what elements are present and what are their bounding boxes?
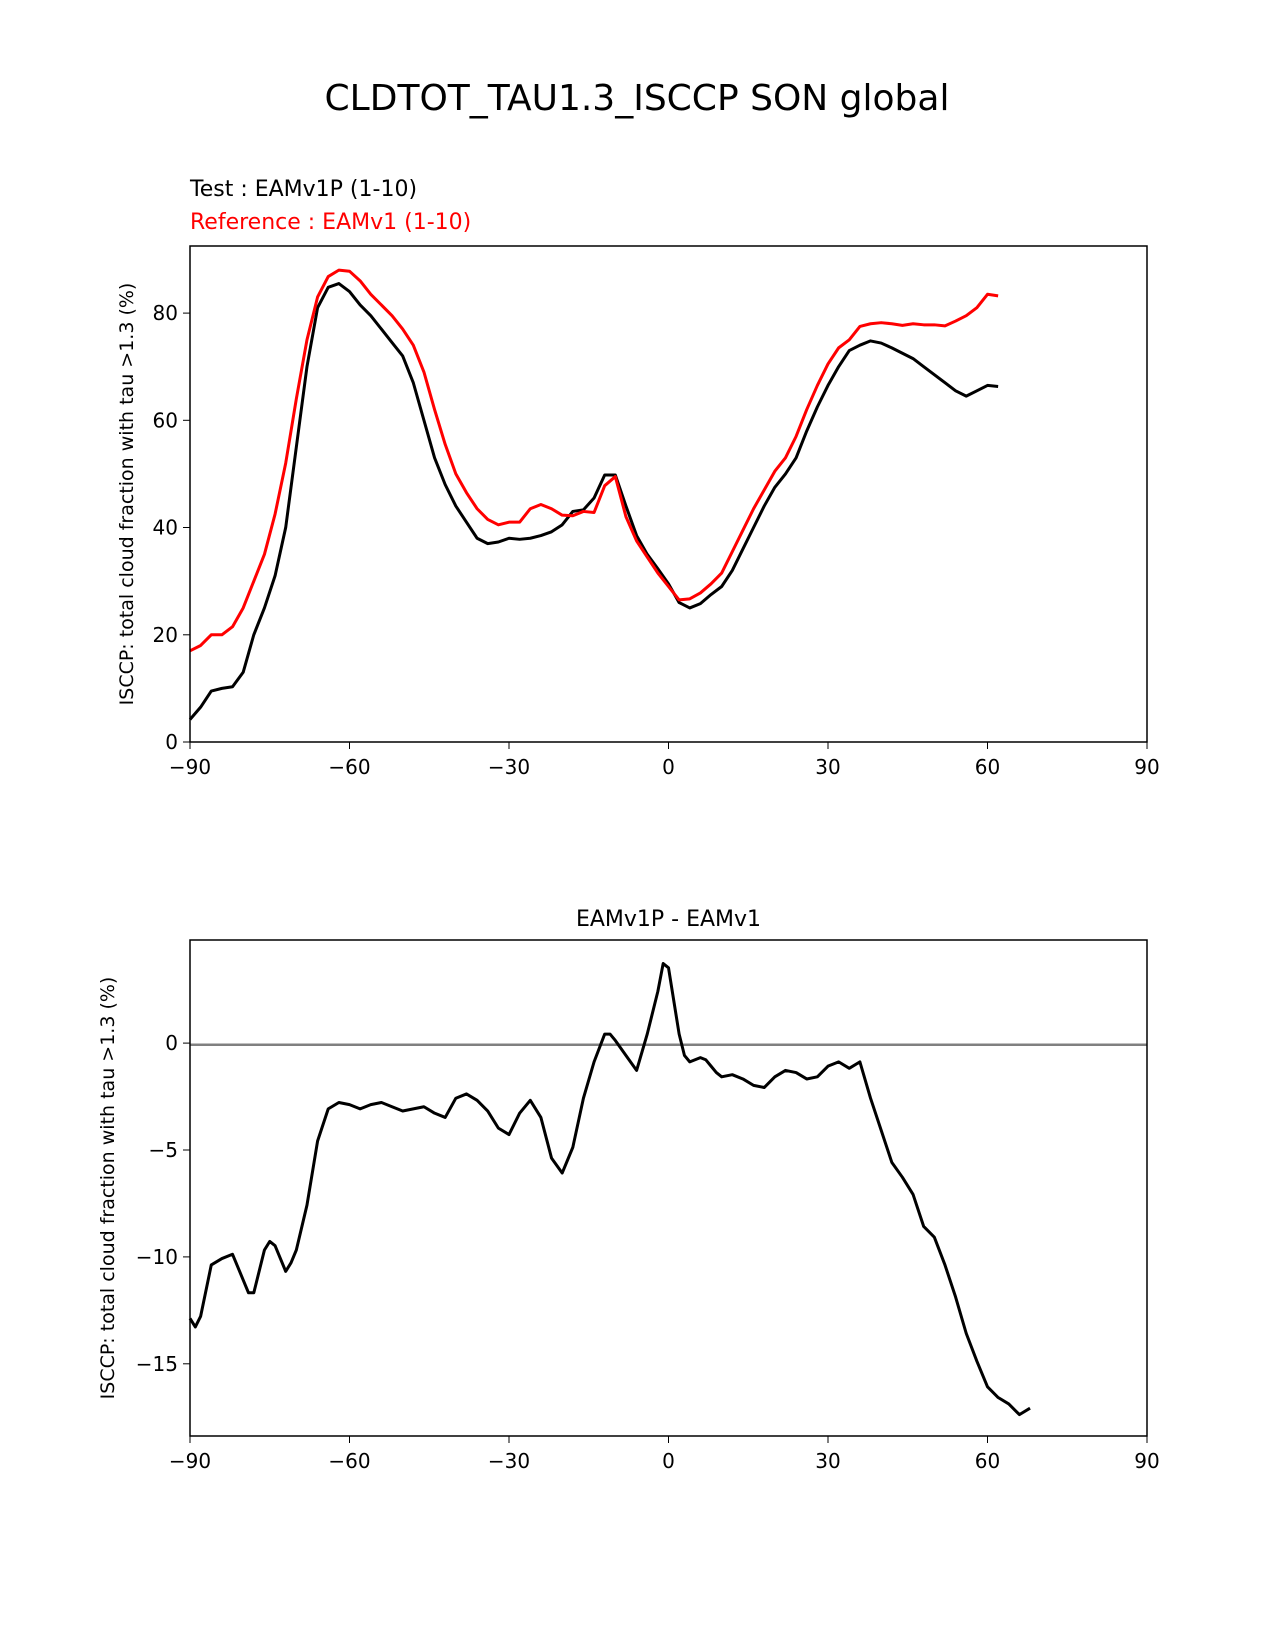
bottom-xtick: 90: [1134, 1436, 1160, 1473]
bottom-xtick-label: 60: [975, 1449, 1000, 1473]
figure-title: CLDTOT_TAU1.3_ISCCP SON global: [325, 78, 950, 119]
top-xtick-label: 90: [1134, 755, 1159, 779]
bottom-xtick: −30: [488, 1436, 530, 1473]
top-ytick: 80: [153, 301, 190, 325]
top-ytick-label: 80: [153, 301, 178, 325]
top-xtick: −30: [488, 742, 530, 779]
difference-series-line: [188, 962, 1031, 1417]
top-ytick: 20: [153, 623, 190, 647]
bottom-xtick-label: −60: [328, 1449, 370, 1473]
bottom-xtick-label: 0: [662, 1449, 675, 1473]
test-series-line: [188, 282, 999, 721]
top-xtick-label: 0: [662, 755, 675, 779]
top-plot-area: [188, 268, 999, 721]
bottom-xtick: 0: [662, 1436, 675, 1473]
bottom-ytick-label: −5: [149, 1138, 178, 1162]
test-label: Test : EAMv1P (1-10): [189, 177, 417, 202]
top-xtick: −90: [169, 742, 211, 779]
top-ytick-label: 20: [153, 623, 178, 647]
top-y-axis-label: ISCCP: total cloud fraction with tau >1.…: [116, 283, 138, 706]
bottom-x-axis: −90 −60 −30 0 30 60: [169, 1436, 1160, 1473]
top-xtick-label: −30: [488, 755, 530, 779]
top-xtick: 90: [1134, 742, 1160, 779]
top-xtick-label: −60: [328, 755, 370, 779]
bottom-xtick: −60: [328, 1436, 371, 1473]
bottom-xtick: 30: [815, 1436, 841, 1473]
bottom-y-axis-label: ISCCP: total cloud fraction with tau >1.…: [97, 977, 119, 1400]
top-xtick-label: −90: [169, 755, 211, 779]
bottom-ytick-label: 0: [165, 1031, 178, 1055]
bottom-ytick-label: −15: [136, 1352, 178, 1376]
top-ytick: 40: [153, 516, 190, 540]
reference-series-line: [189, 268, 999, 653]
bottom-ytick: −5: [149, 1138, 190, 1162]
reference-label: Reference : EAMv1 (1-10): [190, 210, 471, 235]
top-xtick-label: 30: [815, 755, 840, 779]
top-y-axis: 0 20 40 60 80: [153, 301, 190, 754]
top-xtick: −60: [328, 742, 371, 779]
bottom-xtick-label: 30: [815, 1449, 840, 1473]
top-axes-frame: [189, 245, 1148, 743]
top-ytick: 0: [165, 730, 190, 754]
top-ytick-label: 0: [165, 730, 178, 754]
top-panel: Test : EAMv1P (1-10) Reference : EAMv1 (…: [116, 177, 1160, 779]
bottom-xtick: 60: [975, 1436, 1000, 1473]
top-x-axis: −90 −60 −30 0 30 60: [169, 742, 1160, 779]
top-xtick: 0: [662, 742, 675, 779]
bottom-xtick: −90: [169, 1436, 211, 1473]
top-ytick-label: 60: [153, 408, 178, 432]
bottom-ytick: −15: [136, 1352, 190, 1376]
bottom-ytick: −10: [136, 1245, 190, 1269]
bottom-axes-frame: [189, 939, 1148, 1437]
bottom-chart-title: EAMv1P - EAMv1: [576, 907, 761, 932]
top-xtick-label: 60: [975, 755, 1000, 779]
bottom-y-axis: −15 −10 −5 0: [136, 1031, 190, 1376]
bottom-panel: EAMv1P - EAMv1 −90 −60 −30 0: [97, 907, 1160, 1473]
bottom-ytick: 0: [165, 1031, 190, 1055]
bottom-ytick-label: −10: [136, 1245, 178, 1269]
bottom-xtick-label: −90: [169, 1449, 211, 1473]
top-ytick: 60: [153, 408, 190, 432]
top-ytick-label: 40: [153, 516, 178, 540]
bottom-xtick-label: 90: [1134, 1449, 1159, 1473]
top-xtick: 60: [975, 742, 1000, 779]
top-xtick: 30: [815, 742, 841, 779]
bottom-xtick-label: −30: [488, 1449, 530, 1473]
